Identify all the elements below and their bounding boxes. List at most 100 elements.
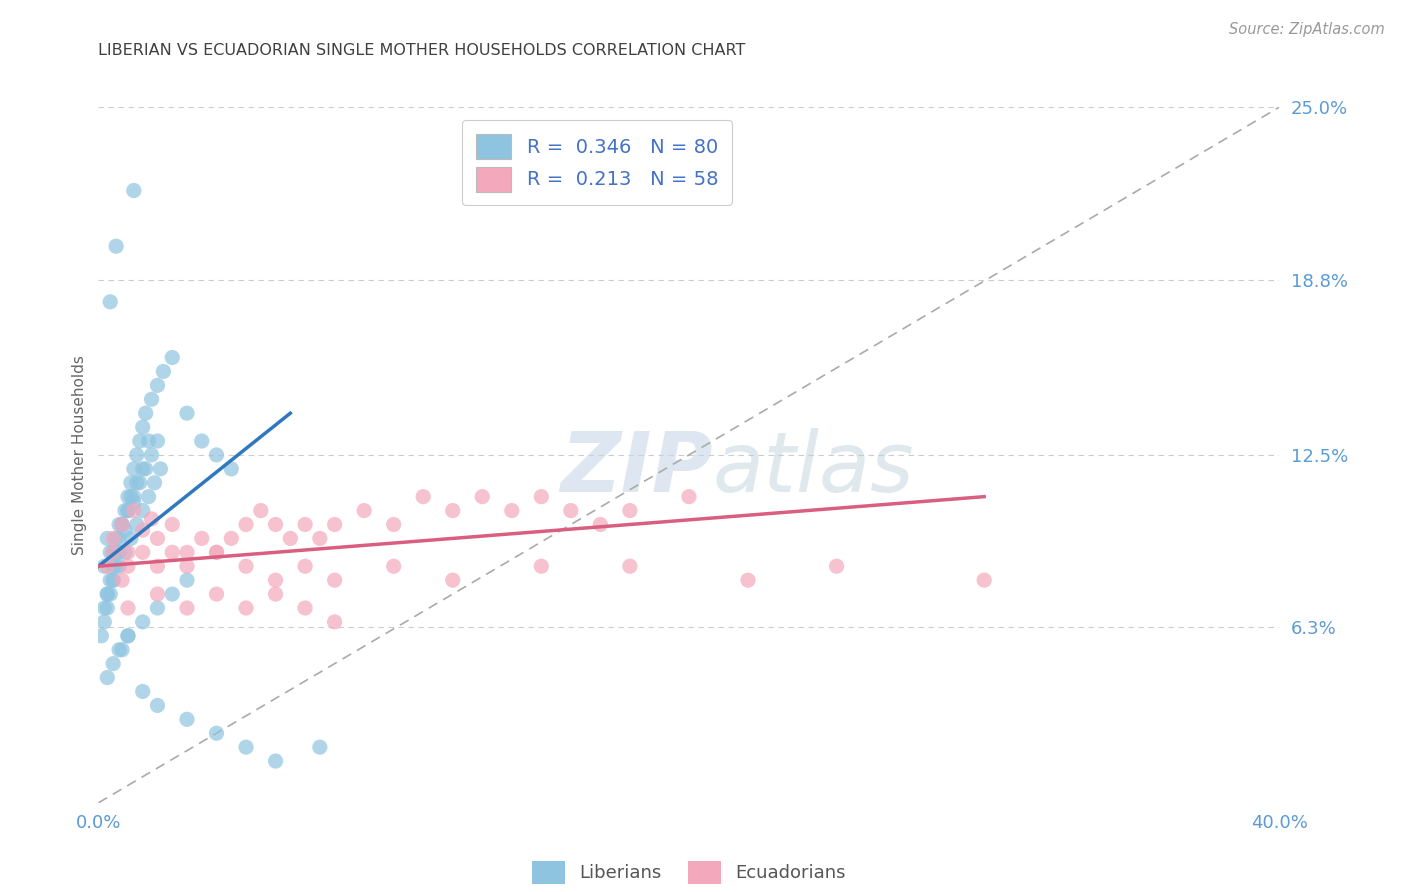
Point: [128, 434, 150, 448]
Point: [278, 532, 302, 546]
Point: [219, 532, 243, 546]
Point: [96, 601, 118, 615]
Point: [619, 503, 641, 517]
Point: [117, 629, 139, 643]
Point: [146, 532, 169, 546]
Point: [530, 559, 553, 574]
Point: [132, 684, 155, 698]
Point: [98, 573, 121, 587]
Point: [103, 532, 125, 546]
Point: [162, 545, 183, 559]
Point: [141, 448, 163, 462]
Point: [149, 462, 172, 476]
Point: [122, 462, 145, 476]
Point: [264, 517, 287, 532]
Point: [93, 559, 115, 574]
Point: [309, 532, 332, 546]
Point: [471, 490, 494, 504]
Point: [176, 601, 198, 615]
Point: [108, 545, 131, 559]
Point: [120, 490, 142, 504]
Point: [176, 573, 198, 587]
Point: [138, 490, 160, 504]
Point: [105, 545, 128, 559]
Point: [162, 351, 183, 365]
Point: [114, 545, 136, 559]
Point: [114, 523, 136, 537]
Point: [264, 573, 287, 587]
Legend: Liberians, Ecuadorians: Liberians, Ecuadorians: [524, 854, 853, 891]
Point: [111, 517, 134, 532]
Point: [309, 740, 332, 755]
Point: [235, 740, 257, 755]
Point: [111, 642, 134, 657]
Point: [441, 503, 464, 517]
Point: [235, 517, 257, 532]
Point: [146, 378, 169, 392]
Point: [105, 532, 128, 546]
Point: [973, 573, 995, 587]
Point: [353, 503, 375, 517]
Point: [323, 615, 346, 629]
Point: [235, 601, 257, 615]
Point: [132, 462, 155, 476]
Point: [117, 545, 139, 559]
Y-axis label: Single Mother Households: Single Mother Households: [72, 355, 87, 555]
Point: [98, 587, 121, 601]
Point: [141, 512, 163, 526]
Point: [122, 503, 145, 517]
Point: [146, 559, 169, 574]
Point: [205, 726, 228, 740]
Point: [191, 532, 214, 546]
Text: ZIP: ZIP: [560, 428, 713, 509]
Point: [111, 517, 134, 532]
Point: [96, 587, 118, 601]
Point: [560, 503, 582, 517]
Point: [146, 698, 169, 713]
Point: [103, 573, 125, 587]
Point: [108, 642, 131, 657]
Point: [294, 601, 316, 615]
Point: [96, 671, 118, 685]
Point: [382, 559, 405, 574]
Point: [146, 601, 169, 615]
Point: [294, 517, 316, 532]
Point: [117, 629, 139, 643]
Point: [294, 559, 316, 574]
Point: [96, 532, 118, 546]
Point: [111, 517, 134, 532]
Point: [122, 495, 145, 509]
Point: [117, 503, 139, 517]
Text: atlas: atlas: [713, 428, 914, 509]
Point: [103, 573, 125, 587]
Point: [114, 503, 136, 517]
Point: [530, 490, 553, 504]
Point: [146, 434, 169, 448]
Point: [589, 517, 612, 532]
Point: [90, 629, 112, 643]
Point: [737, 573, 759, 587]
Point: [108, 559, 131, 574]
Point: [323, 573, 346, 587]
Point: [412, 490, 434, 504]
Point: [108, 517, 131, 532]
Point: [152, 364, 174, 378]
Point: [176, 712, 198, 726]
Point: [205, 587, 228, 601]
Point: [205, 545, 228, 559]
Point: [93, 601, 115, 615]
Point: [103, 545, 125, 559]
Point: [146, 587, 169, 601]
Point: [93, 615, 115, 629]
Point: [619, 559, 641, 574]
Point: [205, 448, 228, 462]
Point: [120, 475, 142, 490]
Point: [132, 420, 155, 434]
Point: [132, 523, 155, 537]
Point: [125, 517, 148, 532]
Point: [162, 517, 183, 532]
Point: [176, 545, 198, 559]
Point: [176, 559, 198, 574]
Point: [103, 559, 125, 574]
Point: [132, 545, 155, 559]
